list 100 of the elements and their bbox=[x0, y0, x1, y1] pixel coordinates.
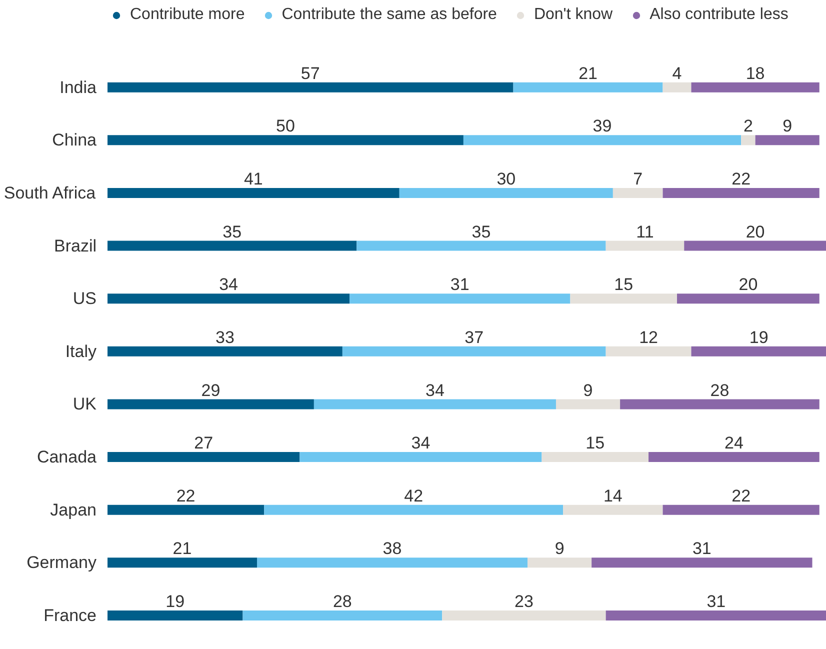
bar bbox=[108, 82, 514, 92]
data-label: 42 bbox=[404, 486, 424, 506]
bar bbox=[513, 82, 663, 92]
data-label: 20 bbox=[746, 222, 765, 242]
data-label: 19 bbox=[166, 592, 185, 612]
bar bbox=[108, 135, 464, 146]
data-label: 41 bbox=[244, 170, 263, 189]
bar bbox=[108, 399, 314, 410]
bar bbox=[463, 135, 742, 146]
bar bbox=[442, 610, 606, 620]
bar bbox=[620, 399, 820, 410]
data-label: 24 bbox=[724, 434, 744, 453]
data-label: 39 bbox=[592, 116, 612, 136]
bar bbox=[314, 399, 556, 410]
bar bbox=[108, 558, 257, 568]
bar bbox=[648, 452, 820, 462]
data-label: 33 bbox=[216, 328, 234, 347]
data-label: 30 bbox=[496, 170, 516, 189]
data-label: 12 bbox=[639, 328, 658, 347]
bar bbox=[592, 558, 812, 568]
data-label: 31 bbox=[706, 592, 726, 612]
y-tick-label: Canada bbox=[36, 448, 98, 467]
bar bbox=[399, 188, 613, 198]
bar bbox=[256, 558, 528, 568]
data-label: 22 bbox=[176, 486, 196, 506]
data-label: 35 bbox=[472, 222, 491, 242]
data-label: 31 bbox=[450, 275, 470, 294]
bar bbox=[755, 135, 820, 146]
y-tick-label: US bbox=[72, 289, 97, 308]
data-label: 7 bbox=[633, 170, 643, 189]
data-label: 29 bbox=[201, 380, 220, 400]
data-label: 28 bbox=[710, 380, 730, 400]
data-label: 22 bbox=[732, 170, 751, 189]
bar bbox=[691, 346, 826, 356]
bar bbox=[570, 294, 678, 304]
data-label: 35 bbox=[222, 222, 242, 242]
bar bbox=[606, 240, 684, 251]
y-tick-label: UK bbox=[72, 394, 98, 414]
data-label: 22 bbox=[732, 486, 751, 506]
data-label: 14 bbox=[603, 486, 622, 506]
data-label: 18 bbox=[746, 64, 765, 83]
data-label: 27 bbox=[194, 434, 214, 453]
data-label: 9 bbox=[782, 116, 792, 136]
bar bbox=[264, 504, 564, 515]
data-label: 34 bbox=[219, 275, 238, 294]
legend-label: Don't know bbox=[534, 6, 613, 24]
data-label: 50 bbox=[276, 116, 295, 136]
bar bbox=[108, 346, 342, 356]
bar bbox=[606, 610, 826, 620]
bar bbox=[528, 558, 592, 568]
data-label: 9 bbox=[583, 380, 593, 400]
data-label: 31 bbox=[692, 539, 712, 558]
bar bbox=[108, 504, 264, 515]
y-tick-label: India bbox=[60, 78, 98, 97]
data-label: 28 bbox=[332, 592, 352, 612]
bar bbox=[662, 504, 820, 515]
bar bbox=[662, 188, 820, 198]
data-label: 19 bbox=[749, 328, 768, 347]
data-label: 15 bbox=[586, 434, 605, 453]
bar bbox=[108, 452, 300, 462]
bar bbox=[556, 399, 620, 410]
bar bbox=[563, 504, 663, 515]
y-tick-label: Germany bbox=[26, 553, 97, 572]
data-label: 4 bbox=[672, 64, 682, 83]
y-tick-label: China bbox=[52, 130, 98, 150]
bar bbox=[542, 452, 649, 462]
y-tick-label: France bbox=[44, 606, 97, 625]
bar bbox=[677, 294, 820, 304]
data-label: 20 bbox=[738, 275, 758, 294]
bar bbox=[108, 188, 400, 198]
data-label: 57 bbox=[300, 64, 320, 83]
bar bbox=[684, 240, 826, 251]
bar bbox=[242, 610, 442, 620]
bar bbox=[108, 240, 357, 251]
y-tick-label: Japan bbox=[50, 500, 97, 520]
bar bbox=[108, 294, 350, 304]
bar bbox=[350, 294, 570, 304]
bar bbox=[741, 135, 756, 146]
bar bbox=[612, 188, 663, 198]
data-label: 21 bbox=[172, 539, 192, 558]
bar bbox=[356, 240, 606, 251]
data-label: 2 bbox=[743, 116, 753, 136]
bar bbox=[606, 346, 692, 356]
legend-label: Also contribute less bbox=[650, 6, 788, 24]
data-label: 9 bbox=[554, 539, 564, 558]
bar bbox=[342, 346, 606, 356]
data-label: 11 bbox=[636, 222, 654, 242]
data-label: 37 bbox=[464, 328, 484, 347]
y-tick-label: Italy bbox=[65, 342, 97, 361]
data-label: 15 bbox=[614, 275, 634, 294]
data-label: 34 bbox=[411, 434, 430, 453]
bar bbox=[662, 82, 692, 92]
bar bbox=[691, 82, 820, 92]
legend-label: Contribute the same as before bbox=[282, 6, 497, 24]
bar bbox=[300, 452, 542, 462]
data-label: 21 bbox=[578, 64, 598, 83]
data-label: 38 bbox=[382, 539, 402, 558]
y-tick-label: South Africa bbox=[4, 183, 96, 202]
data-label: 23 bbox=[514, 592, 534, 612]
bar bbox=[108, 610, 243, 620]
